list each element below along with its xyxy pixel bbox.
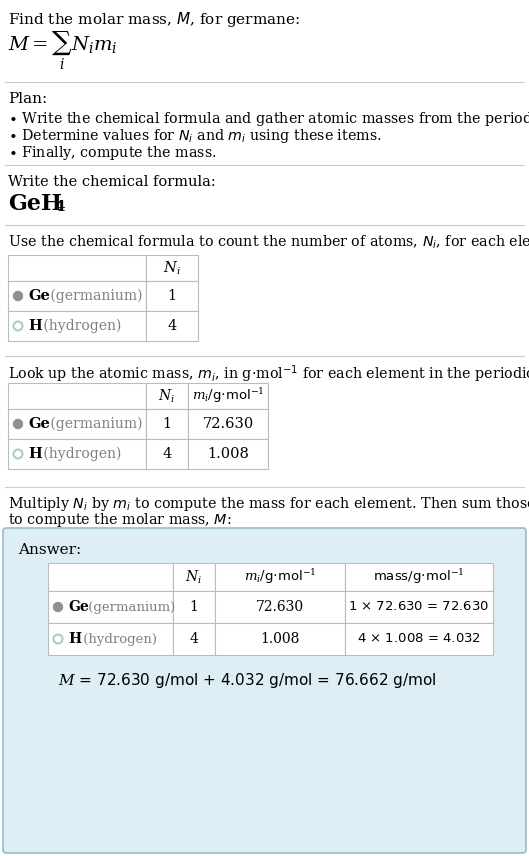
Text: mass/g$\cdot$mol$^{-1}$: mass/g$\cdot$mol$^{-1}$ (373, 568, 465, 586)
Text: $N_i$: $N_i$ (159, 387, 176, 405)
Bar (345, 591, 493, 623)
Text: H: H (28, 319, 42, 333)
Text: 1: 1 (189, 600, 198, 614)
Text: 72.630: 72.630 (256, 600, 304, 614)
Text: 1: 1 (168, 289, 177, 303)
Bar (8, 255, 146, 281)
Bar (146, 409, 188, 439)
Text: 4: 4 (167, 319, 177, 333)
Bar (48, 623, 173, 655)
Circle shape (14, 449, 23, 459)
Text: (germanium): (germanium) (46, 417, 142, 431)
Text: H: H (28, 447, 42, 461)
Bar (173, 563, 215, 591)
Text: GeH: GeH (8, 193, 62, 215)
Bar (146, 281, 198, 311)
Bar (215, 563, 345, 591)
Bar (215, 623, 345, 655)
Text: to compute the molar mass, $M$:: to compute the molar mass, $M$: (8, 511, 232, 529)
Text: Ge: Ge (68, 600, 89, 614)
Text: Find the molar mass, $M$, for germane:: Find the molar mass, $M$, for germane: (8, 10, 300, 29)
Bar (8, 383, 146, 409)
Bar (146, 311, 198, 341)
Text: $\bullet$ Write the chemical formula and gather atomic masses from the periodic : $\bullet$ Write the chemical formula and… (8, 110, 529, 128)
Text: $N_i$: $N_i$ (186, 568, 203, 586)
Bar (345, 623, 493, 655)
Text: Write the chemical formula:: Write the chemical formula: (8, 175, 216, 189)
Text: Ge: Ge (28, 417, 50, 431)
Bar (188, 383, 268, 409)
Text: Answer:: Answer: (18, 543, 81, 557)
Bar (188, 439, 268, 469)
Bar (146, 383, 188, 409)
Bar (345, 563, 493, 591)
Circle shape (53, 634, 62, 644)
Bar (188, 409, 268, 439)
Text: (hydrogen): (hydrogen) (39, 447, 121, 461)
Text: $\bullet$ Finally, compute the mass.: $\bullet$ Finally, compute the mass. (8, 144, 216, 162)
Bar (146, 439, 188, 469)
Text: $m_i/$g$\cdot$mol$^{-1}$: $m_i/$g$\cdot$mol$^{-1}$ (191, 387, 264, 406)
Text: $m_i/$g$\cdot$mol$^{-1}$: $m_i/$g$\cdot$mol$^{-1}$ (244, 568, 316, 586)
Text: Plan:: Plan: (8, 92, 47, 106)
Bar (215, 591, 345, 623)
Text: $\bullet$ Determine values for $N_i$ and $m_i$ using these items.: $\bullet$ Determine values for $N_i$ and… (8, 127, 382, 145)
Text: (hydrogen): (hydrogen) (79, 633, 157, 645)
Text: 1.008: 1.008 (260, 632, 300, 646)
Text: (hydrogen): (hydrogen) (39, 318, 121, 333)
Text: 4 $\times$ 1.008 = 4.032: 4 $\times$ 1.008 = 4.032 (357, 633, 481, 645)
Bar (8, 409, 146, 439)
Text: (germanium): (germanium) (84, 601, 175, 614)
Bar (8, 311, 146, 341)
FancyBboxPatch shape (3, 528, 526, 853)
Bar (8, 281, 146, 311)
Circle shape (14, 322, 23, 330)
Text: Look up the atomic mass, $m_i$, in g$\cdot$mol$^{-1}$ for each element in the pe: Look up the atomic mass, $m_i$, in g$\cd… (8, 363, 529, 384)
Text: 4: 4 (189, 632, 198, 646)
Text: $M$ = 72.630 g/mol + 4.032 g/mol = 76.662 g/mol: $M$ = 72.630 g/mol + 4.032 g/mol = 76.66… (58, 671, 436, 690)
Text: $M = \sum_i N_i m_i$: $M = \sum_i N_i m_i$ (8, 30, 117, 73)
Text: 4: 4 (54, 200, 65, 214)
Text: 4: 4 (162, 447, 171, 461)
Text: (germanium): (germanium) (46, 288, 142, 303)
Text: 72.630: 72.630 (203, 417, 253, 431)
Bar (173, 591, 215, 623)
Circle shape (14, 292, 23, 300)
Circle shape (14, 419, 23, 429)
Bar (8, 439, 146, 469)
Text: Multiply $N_i$ by $m_i$ to compute the mass for each element. Then sum those val: Multiply $N_i$ by $m_i$ to compute the m… (8, 495, 529, 513)
Text: H: H (68, 632, 81, 646)
Bar (48, 591, 173, 623)
Text: 1: 1 (162, 417, 171, 431)
Text: 1.008: 1.008 (207, 447, 249, 461)
Bar (173, 623, 215, 655)
Circle shape (53, 603, 62, 611)
Text: Use the chemical formula to count the number of atoms, $N_i$, for each element:: Use the chemical formula to count the nu… (8, 234, 529, 252)
Bar (146, 255, 198, 281)
Text: Ge: Ge (28, 289, 50, 303)
Text: 1 $\times$ 72.630 = 72.630: 1 $\times$ 72.630 = 72.630 (349, 601, 490, 614)
Text: $N_i$: $N_i$ (163, 259, 181, 276)
Bar (48, 563, 173, 591)
